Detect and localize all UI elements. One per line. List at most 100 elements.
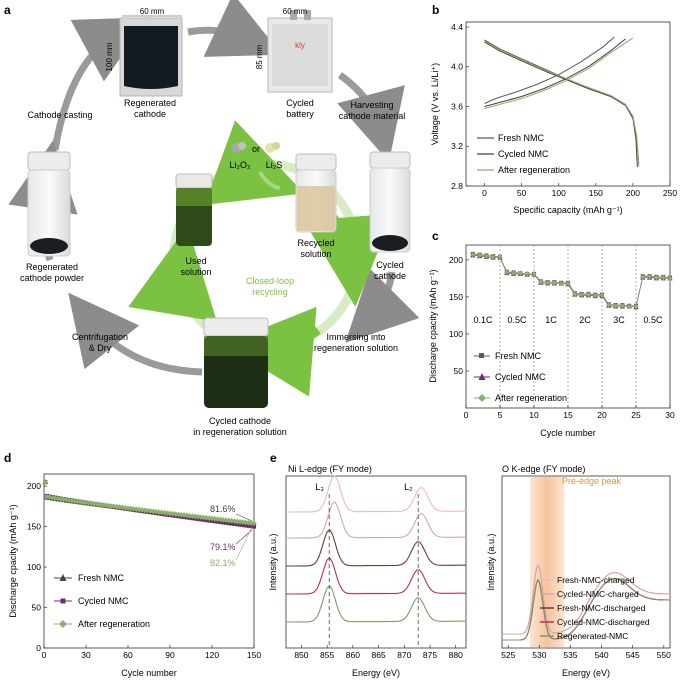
ylabel-e-left: Intensity (a.u.) <box>268 533 278 590</box>
cathode-casting-label: Cathode casting <box>27 110 92 120</box>
legend-label-cycled-d: Cycled NMC <box>78 596 129 606</box>
centrifugation-label-2: & Dry <box>89 343 112 353</box>
axis-b-xtick-label: 200 <box>626 188 640 198</box>
legend-label-fresh-discharged: Fresh-NMC-discharged <box>557 603 646 613</box>
data-point-d <box>58 496 64 502</box>
arrow-cathode-to-battery <box>187 0 282 57</box>
data-point-c <box>640 274 646 280</box>
legend-label-fresh-c: Fresh NMC <box>495 351 542 361</box>
cycled-battery-photo: kly <box>267 10 333 93</box>
axis-d-xtick-label: 30 <box>81 650 91 660</box>
data-point-d <box>235 522 240 527</box>
axis-d-xtick-label: 150 <box>247 650 261 660</box>
series-line-c-2 <box>472 254 671 307</box>
annotation-leader-regen-d <box>235 526 253 561</box>
series-line-c-1 <box>472 255 670 308</box>
data-point-c <box>660 274 666 281</box>
legend-label-fresh-b: Fresh NMC <box>498 133 545 143</box>
data-point-c <box>511 270 517 276</box>
axis-b-xtick-label: 0 <box>482 188 487 198</box>
cycled-cathode-label-2: cathode <box>374 271 406 281</box>
legend-label-regen-c: After regeneration <box>495 393 567 403</box>
axis-ticks-e-right: 525 530 535 540 545 550 <box>501 645 671 660</box>
xlabel-d: Cycle number <box>121 668 177 678</box>
axis-c-xtick-label: 25 <box>631 410 641 420</box>
plot-frame-e-left <box>285 475 467 649</box>
axis-b-ytick-label: 4.4 <box>451 22 463 32</box>
svg-text:kly: kly <box>295 41 305 50</box>
xlabel-c: Cycle number <box>540 428 596 438</box>
legend-c: Fresh NMC Cycled NMC After regeneration <box>474 351 567 403</box>
axis-e-left-xtick-label: 855 <box>320 650 334 660</box>
data-point-c <box>572 291 578 297</box>
axis-d-ytick-label: 0 <box>36 643 41 653</box>
axis-c-xtick-label: 0 <box>464 410 469 420</box>
axis-c-ytick-label: 50 <box>454 366 464 376</box>
axis-b-xtick-label: 250 <box>663 188 677 198</box>
data-point-d <box>89 500 95 507</box>
axis-e-left-xtick-label: 860 <box>346 650 360 660</box>
rate-label: 0.5C <box>643 315 663 325</box>
rate-label: 3C <box>613 315 625 325</box>
panel-label-e: e <box>270 451 277 465</box>
data-point-c <box>667 275 673 282</box>
axis-ticks-d: 0 30 60 90 120 150 0 50 100 150 200 <box>27 481 262 660</box>
axis-c-xtick-label: 30 <box>665 410 675 420</box>
edge-label-l2: L₂ <box>404 482 413 492</box>
data-point-c <box>477 252 483 259</box>
axis-d-ytick-label: 50 <box>32 603 42 613</box>
green-arrow-left <box>128 225 218 322</box>
panel-b: b 0 50 100 150 200 250 2.8 3.2 3.6 4.0 4.4 Fresh N… <box>430 3 677 215</box>
axis-d-ytick-label: 150 <box>27 522 41 532</box>
data-point-d <box>243 519 249 526</box>
data-point-c <box>599 292 605 299</box>
dim-side-2: 85 mm <box>255 44 264 69</box>
axis-e-right-xtick-label: 535 <box>563 650 577 660</box>
dim-top-1: 60 mm <box>140 7 165 16</box>
axis-c-xtick-label: 15 <box>563 410 573 420</box>
rate-label: 0.1C <box>473 315 493 325</box>
title-e-left: Ni L-edge (FY mode) <box>288 464 372 474</box>
axis-c-xtick-label: 10 <box>529 410 539 420</box>
cycled-cathode-jar <box>369 151 411 253</box>
ylabel-b: Voltage (V vs. Li/Li⁺) <box>430 63 440 145</box>
legend-label-cycled-discharged: Cycled-NMC-discharged <box>557 617 650 627</box>
data-point-c <box>606 302 612 308</box>
legend-label-cycled-c: Cycled NMC <box>495 372 546 382</box>
data-point-c <box>538 279 544 285</box>
recycled-solution-jar <box>295 153 337 233</box>
immersing-label-1: Immersing into <box>326 332 385 342</box>
data-point-d <box>125 505 131 511</box>
annotation-leader-fresh-d <box>235 513 253 522</box>
axis-e-right-xtick-label: 540 <box>594 650 608 660</box>
edge-label-l3: L₃ <box>315 482 324 492</box>
spectrum-ni-1 <box>286 501 466 539</box>
rate-label: 2C <box>579 315 591 325</box>
spectrum-o-4 <box>502 578 670 641</box>
ylabel-c: Discharge cpacity (mAh g⁻¹) <box>428 269 438 382</box>
data-point-c <box>497 254 503 260</box>
reagent-icons <box>231 142 280 153</box>
data-point-c <box>483 253 489 259</box>
axis-b-ytick-label: 3.6 <box>451 101 463 111</box>
data-point-d <box>83 499 89 506</box>
recycled-solution-label-2: solution <box>300 249 331 259</box>
data-point-c <box>490 254 496 260</box>
data-point-d <box>220 516 226 523</box>
regenerated-cathode-photo <box>119 17 183 97</box>
data-point-c <box>524 271 530 277</box>
data-point-c <box>585 291 591 298</box>
axis-e-left-xtick-label: 865 <box>371 650 385 660</box>
panel-label-c: c <box>432 229 439 243</box>
data-point-d <box>44 493 50 500</box>
cycled-battery-label-2: battery <box>286 109 314 119</box>
axis-b-xtick-label: 150 <box>589 188 603 198</box>
xlabel-b: Specific capacity (mAh g⁻¹) <box>513 205 622 215</box>
series-points-c <box>470 251 673 310</box>
arrow-battery-to-harvest <box>337 72 405 162</box>
regenerated-powder-jar <box>27 151 71 257</box>
data-point-d <box>234 518 240 525</box>
axis-c-xtick-label: 5 <box>498 410 503 420</box>
